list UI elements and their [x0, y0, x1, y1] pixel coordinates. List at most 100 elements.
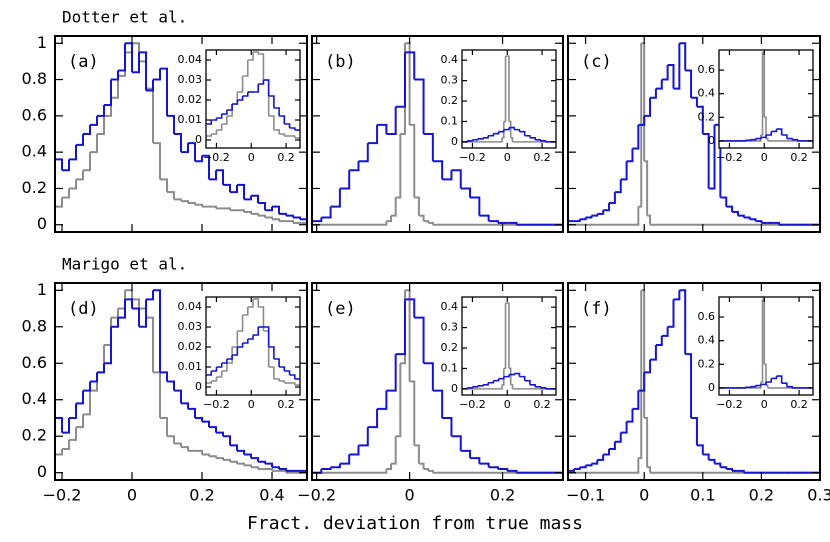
- histogram-step: [253, 327, 260, 336]
- y-tick-label: 0.03: [178, 73, 203, 86]
- histogram-step: [673, 43, 681, 90]
- histogram-step: [386, 106, 397, 135]
- y-tick-label: 0: [708, 381, 715, 394]
- histogram-step: [251, 194, 259, 203]
- histogram-step: [638, 43, 643, 208]
- histogram-step: [745, 139, 752, 142]
- x-tick-label: 0: [504, 398, 511, 411]
- histogram-step: [776, 128, 783, 136]
- histogram-step: [160, 178, 168, 193]
- histogram-step: [90, 372, 98, 383]
- histogram-step: [174, 389, 182, 404]
- histogram-step: [69, 144, 77, 161]
- histogram-step: [181, 446, 189, 451]
- histogram-step: [691, 96, 698, 107]
- y-tick-label: 0.02: [178, 340, 203, 353]
- histogram-step: [221, 363, 228, 372]
- histogram-step: [467, 139, 474, 142]
- histogram-step: [514, 372, 521, 377]
- histogram-step: [90, 115, 98, 126]
- histogram-step: [273, 107, 280, 116]
- histogram-step: [771, 129, 778, 133]
- histogram-step: [514, 128, 521, 132]
- histogram-step: [509, 373, 516, 376]
- histogram-step: [76, 414, 84, 429]
- x-tick-label: −0.2: [297, 486, 336, 505]
- histogram-step: [216, 431, 224, 437]
- histogram-step: [497, 468, 509, 471]
- histogram-step: [62, 439, 70, 450]
- x-tick-label: 0.4: [259, 486, 284, 505]
- histogram-step: [232, 347, 239, 356]
- histogram-step: [132, 307, 140, 327]
- histogram-step: [395, 134, 402, 199]
- histogram-step: [638, 290, 643, 460]
- y-tick-label: 0.02: [178, 93, 203, 106]
- histogram-step: [62, 188, 70, 199]
- histogram-step: [766, 378, 773, 383]
- histogram-step: [321, 206, 332, 219]
- x-tick-label: −0.2: [716, 398, 743, 411]
- y-tick-label: 0.4: [698, 334, 716, 347]
- histogram-step: [482, 135, 489, 139]
- histogram-step: [76, 134, 84, 146]
- panel-frame: [311, 35, 564, 233]
- histogram-step: [146, 290, 154, 301]
- histogram-step: [414, 78, 425, 134]
- histogram-step: [409, 123, 416, 198]
- histogram-step: [603, 202, 611, 212]
- histogram-step: [579, 217, 587, 221]
- histogram-step: [726, 205, 734, 213]
- histogram-step: [139, 51, 147, 91]
- y-tick-label: 0.1: [441, 114, 459, 127]
- histogram-step: [242, 92, 249, 97]
- histogram-step: [279, 115, 286, 124]
- histogram-step: [524, 379, 531, 385]
- histogram-step: [55, 448, 63, 456]
- histogram-step: [482, 382, 489, 386]
- histogram-step: [696, 105, 704, 134]
- histogram-step: [432, 389, 444, 418]
- histogram-step: [216, 114, 223, 119]
- histogram-step: [253, 298, 260, 307]
- histogram-step: [507, 302, 510, 369]
- histogram-step: [216, 363, 223, 368]
- x-tick-label: −0.2: [203, 151, 230, 164]
- histogram-step: [614, 432, 622, 443]
- y-tick-label: 0.6: [698, 310, 716, 323]
- histogram-step: [708, 458, 716, 464]
- histogram-step: [273, 358, 280, 367]
- histogram-step: [386, 354, 397, 392]
- histogram-step: [330, 463, 341, 469]
- histogram-step: [510, 136, 514, 142]
- histogram-step: [188, 142, 196, 162]
- histogram-step: [216, 169, 224, 185]
- histogram-step: [211, 118, 218, 121]
- y-tick-label: 0.01: [178, 113, 203, 126]
- histogram-step: [242, 307, 249, 316]
- histogram-step: [265, 206, 273, 212]
- histogram-step: [414, 444, 420, 464]
- histogram-step: [667, 64, 675, 89]
- histogram-step: [237, 96, 244, 101]
- histogram-step: [638, 115, 646, 126]
- histogram-step: [519, 375, 526, 381]
- histogram-step: [462, 384, 503, 390]
- x-tick-label: 0.2: [277, 151, 295, 164]
- panel-label: (d): [68, 299, 99, 319]
- histogram-step: [62, 417, 70, 434]
- histogram-step: [685, 69, 693, 98]
- histogram-step: [76, 170, 84, 181]
- x-tick-label: 0.2: [533, 151, 551, 164]
- histogram-step: [174, 133, 182, 153]
- histogram-step: [206, 120, 213, 125]
- histogram-step: [781, 382, 788, 387]
- histogram-step: [111, 317, 119, 328]
- histogram-step: [273, 378, 280, 381]
- x-tick-label: −0.2: [43, 486, 82, 505]
- histogram-step: [153, 142, 161, 180]
- y-tick-label: 0.6: [22, 353, 47, 372]
- inset-background: [206, 297, 300, 395]
- histogram-step: [206, 381, 213, 384]
- histogram-step: [766, 131, 773, 136]
